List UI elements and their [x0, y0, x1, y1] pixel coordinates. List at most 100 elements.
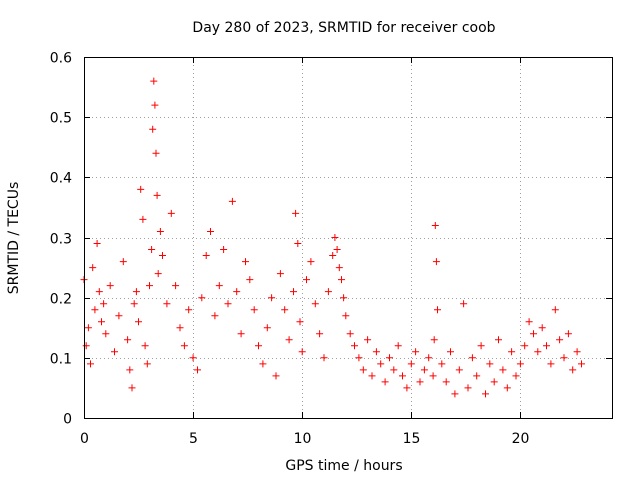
- data-point: [128, 384, 136, 392]
- data-point: [564, 330, 572, 338]
- data-point: [150, 77, 158, 85]
- data-point: [432, 258, 440, 266]
- data-point: [198, 294, 206, 302]
- data-point: [573, 348, 581, 356]
- x-tick-label: 10: [294, 431, 312, 447]
- y-tick-label: 0: [63, 412, 72, 428]
- data-point: [202, 252, 210, 259]
- data-point: [372, 348, 380, 356]
- data-point: [429, 372, 437, 380]
- data-point: [377, 360, 385, 368]
- data-point: [298, 348, 306, 356]
- data-point: [272, 372, 280, 380]
- data-point: [143, 360, 151, 368]
- data-point: [224, 300, 232, 308]
- data-point: [407, 360, 415, 368]
- data-point: [84, 324, 92, 332]
- data-point: [560, 354, 568, 362]
- x-tick-label: 15: [403, 431, 421, 447]
- data-point: [153, 191, 161, 199]
- data-point: [420, 366, 428, 374]
- data-point: [486, 360, 494, 368]
- data-point: [111, 348, 118, 356]
- data-point: [351, 342, 358, 350]
- data-point: [156, 228, 164, 235]
- data-point: [534, 348, 542, 356]
- y-axis-label: SRMTID / TECUs: [6, 182, 22, 295]
- x-tick-labels: 0 5 10 15 20: [80, 431, 529, 447]
- data-point: [316, 330, 324, 338]
- data-point: [146, 282, 153, 290]
- data-point: [237, 330, 245, 338]
- data-point: [255, 342, 262, 350]
- data-point: [207, 228, 214, 235]
- data-point: [246, 276, 254, 284]
- data-point: [490, 378, 498, 386]
- data-point: [547, 360, 555, 368]
- data-point: [482, 390, 489, 398]
- data-point: [521, 342, 529, 350]
- data-point: [434, 306, 441, 314]
- data-point: [303, 276, 310, 284]
- data-point: [516, 360, 524, 368]
- data-point: [464, 384, 472, 392]
- data-point: [102, 330, 110, 338]
- x-tick-label: 5: [189, 431, 198, 447]
- data-point: [569, 366, 577, 374]
- chart-title: Day 280 of 2023, SRMTID for receiver coo…: [192, 20, 495, 36]
- data-point: [311, 300, 319, 308]
- data-point: [338, 276, 345, 284]
- data-point: [285, 336, 293, 344]
- data-point: [530, 330, 537, 338]
- data-point: [211, 312, 219, 320]
- data-point: [503, 384, 511, 392]
- data-point: [135, 318, 142, 326]
- x-axis-label: GPS time / hours: [285, 458, 402, 474]
- data-point: [359, 366, 367, 374]
- data-point: [538, 324, 546, 332]
- data-point: [495, 336, 502, 344]
- data-point: [512, 372, 520, 380]
- data-point: [163, 300, 171, 308]
- data-point: [130, 300, 138, 308]
- data-point: [132, 288, 140, 296]
- data-point: [556, 336, 564, 344]
- data-point: [451, 390, 459, 398]
- data-point: [460, 300, 468, 308]
- data-point: [233, 288, 241, 296]
- data-point: [139, 215, 147, 223]
- data-point: [320, 354, 328, 362]
- data-point: [106, 282, 114, 290]
- data-point: [342, 312, 350, 320]
- data-point: [425, 354, 433, 362]
- y-tick-label: 0.4: [50, 171, 72, 187]
- data-point: [468, 354, 476, 362]
- x-tick-label: 0: [80, 431, 89, 447]
- data-point: [220, 246, 228, 253]
- y-tick-label: 0.3: [50, 232, 72, 248]
- data-point: [368, 372, 376, 380]
- data-point: [329, 252, 337, 259]
- data-point: [124, 336, 132, 344]
- data-point: [115, 312, 123, 320]
- data-point: [364, 336, 372, 344]
- y-tick-label: 0.1: [50, 352, 72, 368]
- data-point: [525, 318, 533, 326]
- axis-ticks: [84, 57, 612, 419]
- data-point: [228, 197, 236, 205]
- data-point: [508, 348, 516, 356]
- data-point: [386, 354, 393, 362]
- data-point: [447, 348, 454, 356]
- data-point: [95, 288, 103, 296]
- data-point: [180, 342, 188, 350]
- data-point: [154, 270, 162, 278]
- data-point: [543, 342, 550, 350]
- data-points: [80, 77, 585, 398]
- data-point: [292, 209, 300, 217]
- data-point: [167, 209, 175, 217]
- data-point: [87, 360, 94, 368]
- data-point: [473, 372, 481, 380]
- data-point: [194, 366, 201, 374]
